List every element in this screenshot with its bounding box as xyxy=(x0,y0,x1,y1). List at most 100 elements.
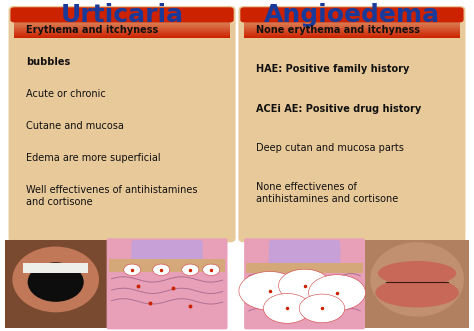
FancyBboxPatch shape xyxy=(10,7,234,23)
Ellipse shape xyxy=(309,275,365,310)
Bar xyxy=(244,31,460,32)
Bar xyxy=(14,26,230,27)
Bar xyxy=(244,22,460,23)
Bar xyxy=(244,28,460,30)
Bar xyxy=(14,16,230,17)
Bar xyxy=(244,22,460,23)
Text: Angioedema: Angioedema xyxy=(264,3,440,27)
Bar xyxy=(14,29,230,30)
Bar xyxy=(365,240,469,328)
Bar xyxy=(14,13,230,14)
Ellipse shape xyxy=(203,264,220,275)
Bar xyxy=(14,31,230,32)
Bar xyxy=(244,24,460,25)
Bar xyxy=(244,36,460,37)
Bar xyxy=(244,25,460,26)
Bar xyxy=(244,20,460,21)
Bar xyxy=(23,263,88,273)
Bar xyxy=(244,33,460,34)
Bar xyxy=(14,33,230,34)
Bar xyxy=(244,30,460,31)
Bar xyxy=(244,27,460,28)
FancyBboxPatch shape xyxy=(244,238,365,329)
Bar xyxy=(14,15,230,16)
Bar xyxy=(244,23,460,24)
Bar xyxy=(14,20,230,21)
Bar xyxy=(14,30,230,31)
Bar xyxy=(244,11,460,12)
Bar xyxy=(14,15,230,16)
Ellipse shape xyxy=(182,264,199,275)
Bar xyxy=(244,34,460,35)
Bar xyxy=(14,35,230,36)
Text: None effectivenes of
antihistamines and cortisone: None effectivenes of antihistamines and … xyxy=(256,182,398,204)
Bar xyxy=(244,14,460,15)
Ellipse shape xyxy=(27,262,84,302)
Bar xyxy=(14,17,230,18)
Bar xyxy=(14,33,230,34)
Bar xyxy=(14,18,230,19)
Ellipse shape xyxy=(124,264,141,275)
Ellipse shape xyxy=(264,294,311,323)
Bar xyxy=(14,36,230,37)
Bar xyxy=(244,16,460,17)
Bar xyxy=(244,28,460,29)
Bar xyxy=(244,26,460,27)
Bar xyxy=(246,263,363,273)
Bar xyxy=(244,15,460,16)
FancyBboxPatch shape xyxy=(238,6,465,242)
Text: Deep cutan and mucosa parts: Deep cutan and mucosa parts xyxy=(256,143,404,153)
Bar xyxy=(244,33,460,34)
Text: HAE: Positive family history: HAE: Positive family history xyxy=(256,64,410,74)
Bar xyxy=(244,20,460,21)
Bar xyxy=(14,22,230,23)
Bar xyxy=(244,32,460,33)
Bar xyxy=(14,12,230,13)
Text: Edema are more superficial: Edema are more superficial xyxy=(26,153,161,163)
Bar xyxy=(14,31,230,32)
Text: Erythema and itchyness: Erythema and itchyness xyxy=(26,25,158,35)
Bar xyxy=(244,31,460,32)
Bar xyxy=(14,27,230,28)
Text: Well effectivenes of antihistamines
and cortisone: Well effectivenes of antihistamines and … xyxy=(26,185,198,207)
Ellipse shape xyxy=(239,271,301,310)
Bar xyxy=(244,35,460,36)
Bar xyxy=(14,25,230,26)
Bar xyxy=(14,32,230,33)
Bar xyxy=(244,12,460,13)
Bar xyxy=(244,13,460,14)
Ellipse shape xyxy=(378,261,456,286)
Bar xyxy=(14,10,230,11)
Bar xyxy=(14,19,230,20)
Bar xyxy=(14,24,230,25)
Bar xyxy=(14,34,230,35)
Bar xyxy=(14,28,230,30)
Text: Urticaria: Urticaria xyxy=(61,3,183,27)
Bar xyxy=(14,37,230,38)
Ellipse shape xyxy=(279,269,331,302)
Text: ACEi AE: Positive drug history: ACEi AE: Positive drug history xyxy=(256,104,421,114)
Ellipse shape xyxy=(12,247,99,312)
Bar xyxy=(244,24,460,25)
Bar xyxy=(5,240,107,328)
Bar xyxy=(244,29,460,30)
Bar xyxy=(14,22,230,23)
FancyBboxPatch shape xyxy=(240,7,464,23)
Bar xyxy=(244,10,460,11)
Text: Cutane and mucosa: Cutane and mucosa xyxy=(26,121,124,131)
Bar xyxy=(14,13,230,14)
Bar xyxy=(14,36,230,37)
Bar xyxy=(14,17,230,18)
Bar xyxy=(244,15,460,16)
Text: Acute or chronic: Acute or chronic xyxy=(26,89,106,99)
FancyBboxPatch shape xyxy=(269,240,340,267)
FancyBboxPatch shape xyxy=(131,240,203,267)
Ellipse shape xyxy=(370,242,464,317)
Bar xyxy=(14,23,230,24)
Bar xyxy=(14,11,230,12)
Text: bubbles: bubbles xyxy=(26,57,70,67)
Bar xyxy=(109,259,225,271)
Ellipse shape xyxy=(153,264,170,275)
Bar xyxy=(14,26,230,27)
Ellipse shape xyxy=(299,294,345,323)
